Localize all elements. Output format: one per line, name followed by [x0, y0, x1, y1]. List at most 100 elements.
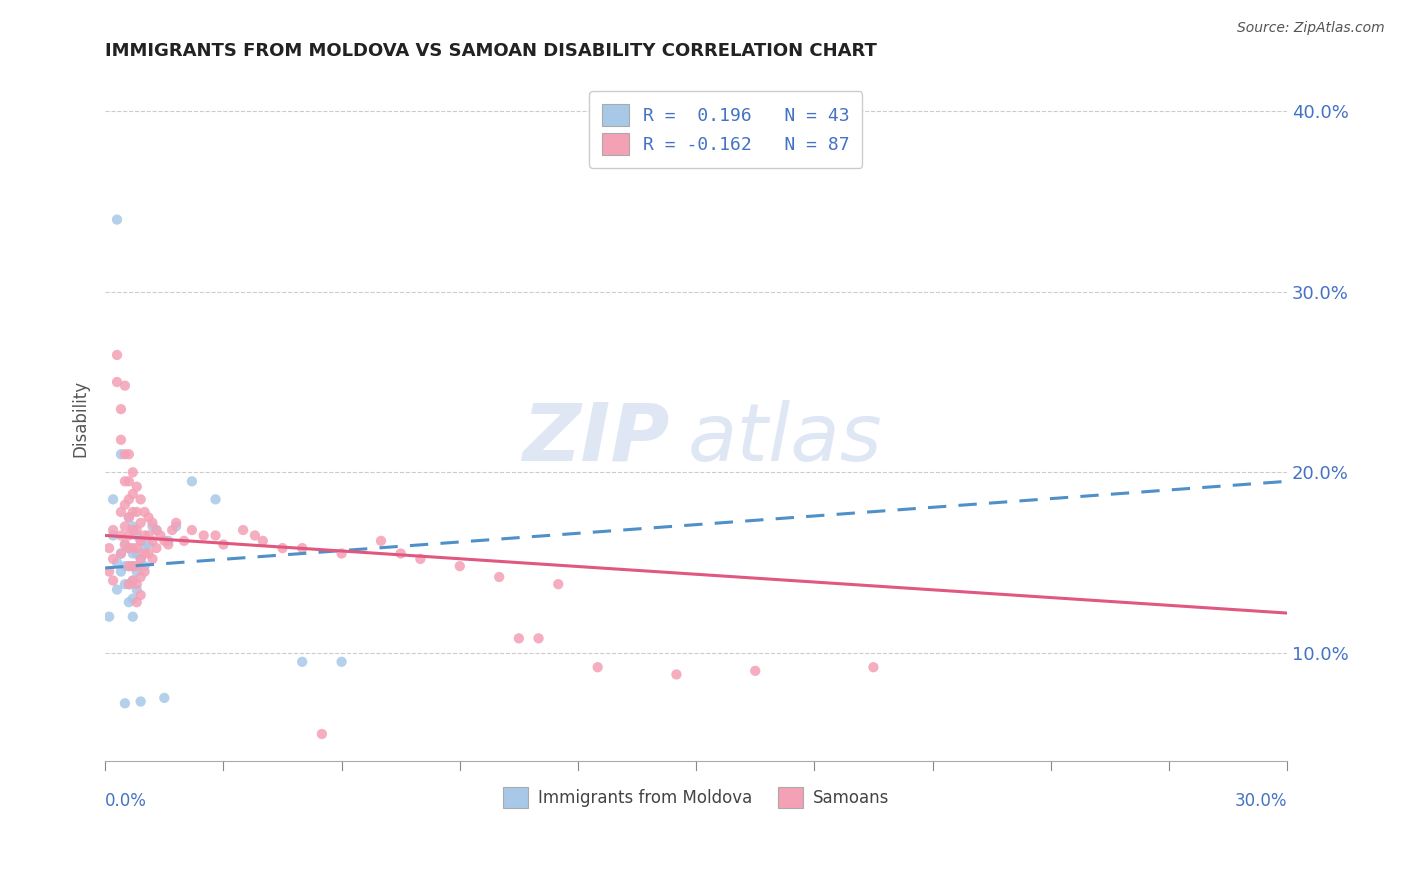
Point	[129, 694, 152, 708]
Point	[118, 510, 141, 524]
Point	[101, 552, 124, 566]
Point	[134, 505, 156, 519]
Point	[134, 559, 156, 574]
Point	[121, 574, 143, 588]
Point	[134, 541, 156, 555]
Point	[118, 559, 141, 574]
Point	[129, 533, 152, 548]
Text: 0.0%: 0.0%	[105, 791, 148, 810]
Point	[129, 570, 152, 584]
Point	[114, 559, 136, 574]
Point	[121, 547, 143, 561]
Point	[125, 505, 148, 519]
Point	[114, 696, 136, 710]
Point	[173, 533, 195, 548]
Point	[118, 528, 141, 542]
Point	[105, 212, 128, 227]
Point	[204, 528, 226, 542]
Point	[105, 582, 128, 597]
Point	[389, 547, 412, 561]
Point	[118, 510, 141, 524]
Point	[110, 402, 132, 417]
Point	[118, 541, 141, 555]
Point	[165, 516, 187, 530]
Point	[744, 664, 766, 678]
Point	[121, 505, 143, 519]
Point	[862, 660, 884, 674]
Point	[105, 348, 128, 362]
Point	[252, 533, 274, 548]
Point	[129, 533, 152, 548]
Point	[114, 519, 136, 533]
Point	[141, 552, 163, 566]
Point	[153, 690, 176, 705]
Point	[330, 547, 353, 561]
Legend: Immigrants from Moldova, Samoans: Immigrants from Moldova, Samoans	[496, 780, 896, 814]
Point	[291, 541, 314, 555]
Point	[118, 475, 141, 489]
Point	[138, 547, 160, 561]
Point	[138, 510, 160, 524]
Point	[138, 528, 160, 542]
Y-axis label: Disability: Disability	[72, 380, 89, 457]
Point	[98, 565, 121, 579]
Point	[114, 498, 136, 512]
Point	[121, 559, 143, 574]
Point	[105, 375, 128, 389]
Point	[110, 547, 132, 561]
Point	[129, 588, 152, 602]
Point	[145, 523, 167, 537]
Point	[114, 475, 136, 489]
Point	[153, 533, 176, 548]
Point	[488, 570, 510, 584]
Point	[114, 378, 136, 392]
Point	[212, 537, 235, 551]
Point	[271, 541, 294, 555]
Point	[193, 528, 215, 542]
Point	[141, 516, 163, 530]
Point	[110, 447, 132, 461]
Point	[134, 565, 156, 579]
Point	[180, 523, 202, 537]
Text: ZIP: ZIP	[522, 400, 669, 478]
Point	[370, 533, 392, 548]
Point	[204, 492, 226, 507]
Point	[145, 523, 167, 537]
Point	[125, 523, 148, 537]
Point	[125, 480, 148, 494]
Point	[101, 523, 124, 537]
Point	[165, 519, 187, 533]
Point	[118, 577, 141, 591]
Point	[118, 559, 141, 574]
Point	[449, 559, 471, 574]
Text: Source: ZipAtlas.com: Source: ZipAtlas.com	[1237, 21, 1385, 35]
Point	[527, 632, 550, 646]
Point	[586, 660, 609, 674]
Point	[118, 595, 141, 609]
Point	[121, 541, 143, 555]
Point	[125, 547, 148, 561]
Point	[330, 655, 353, 669]
Point	[101, 492, 124, 507]
Point	[125, 559, 148, 574]
Point	[121, 487, 143, 501]
Point	[118, 447, 141, 461]
Point	[110, 547, 132, 561]
Point	[125, 595, 148, 609]
Point	[232, 523, 254, 537]
Point	[101, 528, 124, 542]
Point	[114, 537, 136, 551]
Point	[121, 609, 143, 624]
Point	[114, 577, 136, 591]
Point	[157, 537, 180, 551]
Point	[409, 552, 432, 566]
Point	[101, 574, 124, 588]
Point	[118, 492, 141, 507]
Point	[121, 523, 143, 537]
Point	[125, 565, 148, 579]
Point	[98, 541, 121, 555]
Point	[149, 528, 172, 542]
Point	[121, 519, 143, 533]
Point	[141, 519, 163, 533]
Point	[118, 577, 141, 591]
